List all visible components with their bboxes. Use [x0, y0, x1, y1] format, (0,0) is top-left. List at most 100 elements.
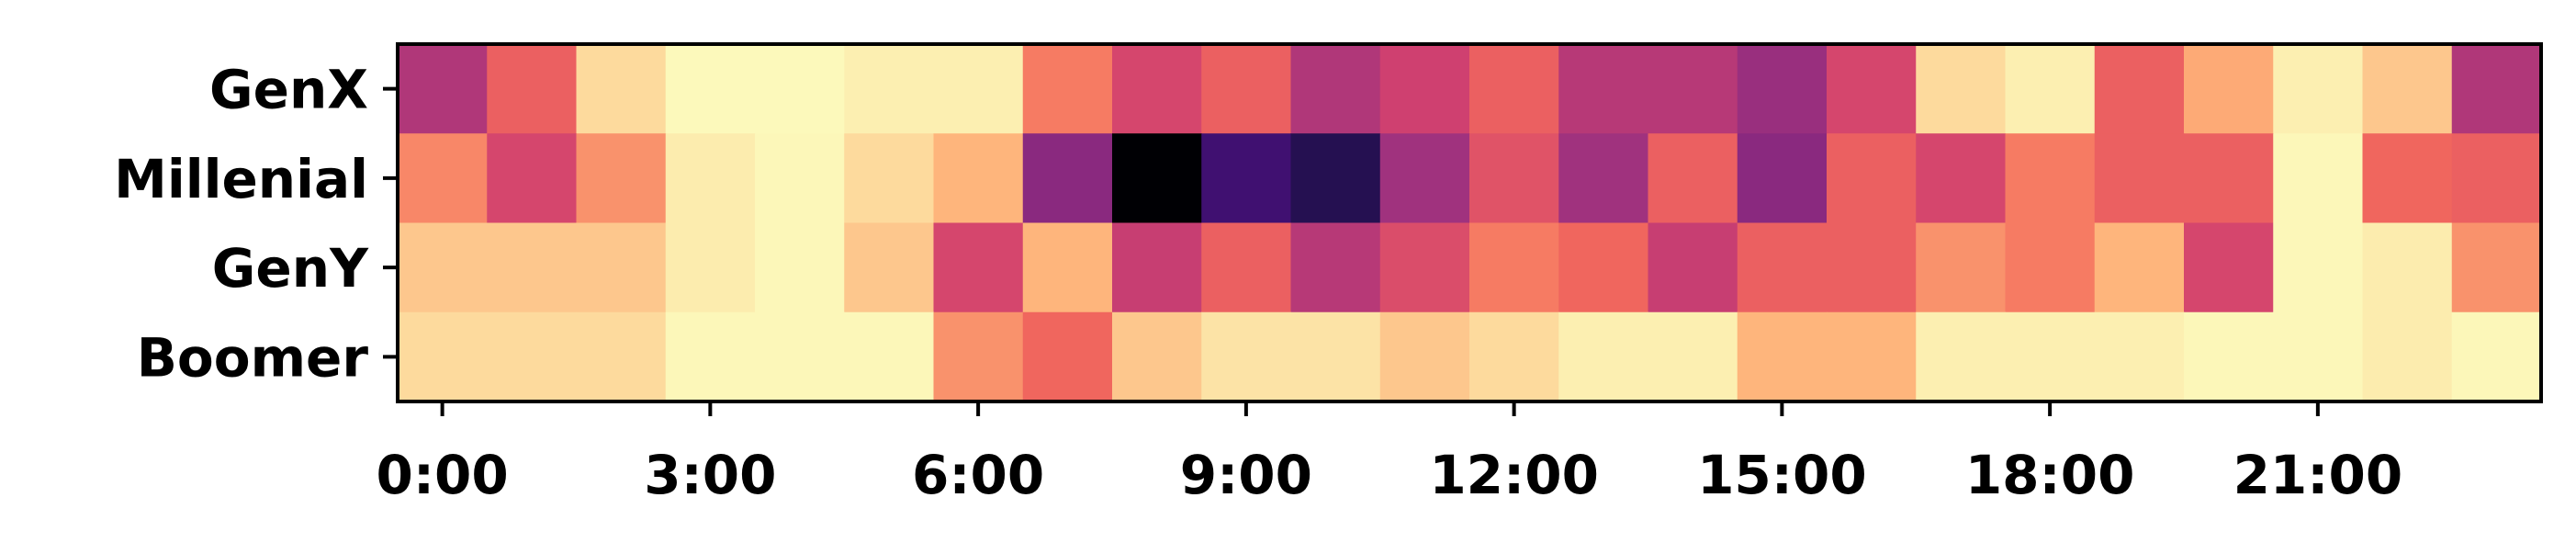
heatmap-cell-millenial-0	[398, 133, 488, 224]
heatmap-cell-geny-6	[933, 222, 1024, 313]
heatmap-cell-boomer-22	[2362, 311, 2453, 402]
heatmap-cell-genx-22	[2362, 44, 2453, 134]
y-tick-label: Boomer	[137, 326, 369, 389]
heatmap-cell-millenial-2	[576, 133, 667, 224]
heatmap-cell-boomer-17	[1916, 311, 2007, 402]
x-tick-label: 18:00	[1965, 444, 2135, 506]
heatmap-cell-geny-21	[2273, 222, 2364, 313]
heatmap-cell-millenial-9	[1201, 133, 1292, 224]
heatmap-cell-millenial-13	[1558, 133, 1649, 224]
heatmap-cell-millenial-7	[1022, 133, 1113, 224]
heatmap-cell-millenial-18	[2005, 133, 2096, 224]
heatmap-cell-boomer-0	[398, 311, 488, 402]
heatmap-cell-genx-2	[576, 44, 667, 134]
heatmap-cell-genx-19	[2094, 44, 2185, 134]
heatmap-cell-millenial-23	[2451, 133, 2542, 224]
heatmap-cell-millenial-3	[665, 133, 756, 224]
heatmap-cell-geny-17	[1916, 222, 2007, 313]
heatmap-cell-genx-14	[1648, 44, 1738, 134]
heatmap-cell-boomer-18	[2005, 311, 2096, 402]
heatmap-cell-boomer-7	[1022, 311, 1113, 402]
heatmap-cell-millenial-15	[1737, 133, 1828, 224]
heatmap-cell-geny-23	[2451, 222, 2542, 313]
y-tick-label: GenY	[212, 237, 369, 300]
x-tick-label: 12:00	[1429, 444, 1599, 506]
x-tick-label: 0:00	[376, 444, 508, 506]
x-axis: 0:00 3:00 6:00 9:00 12:00 15:00 18:00 21:00	[376, 401, 2402, 506]
heatmap-cell-genx-7	[1022, 44, 1113, 134]
heatmap-cell-boomer-1	[487, 311, 578, 402]
heatmap-cell-geny-19	[2094, 222, 2185, 313]
y-tick-label: Millenial	[114, 148, 368, 210]
heatmap-cell-geny-0	[398, 222, 488, 313]
heatmap-cell-millenial-5	[844, 133, 935, 224]
heatmap-cell-genx-13	[1558, 44, 1649, 134]
heatmap-cell-boomer-20	[2184, 311, 2274, 402]
plot-frame	[396, 42, 2543, 403]
heatmap-cells	[398, 44, 2542, 402]
heatmap-cell-genx-11	[1379, 44, 1470, 134]
heatmap-cell-geny-3	[665, 222, 756, 313]
heatmap-cell-genx-20	[2184, 44, 2274, 134]
heatmap-cell-millenial-11	[1379, 133, 1470, 224]
heatmap-cell-genx-9	[1201, 44, 1292, 134]
heatmap-cell-boomer-5	[844, 311, 935, 402]
heatmap-cell-millenial-14	[1648, 133, 1738, 224]
heatmap-cell-millenial-4	[755, 133, 845, 224]
heatmap-cell-boomer-19	[2094, 311, 2185, 402]
heatmap-cell-boomer-4	[755, 311, 845, 402]
heatmap-cell-geny-12	[1469, 222, 1559, 313]
x-tick-label: 21:00	[2233, 444, 2403, 506]
heatmap-cell-geny-15	[1737, 222, 1828, 313]
heatmap-cell-genx-21	[2273, 44, 2364, 134]
heatmap-cell-boomer-9	[1201, 311, 1292, 402]
heatmap-cell-geny-20	[2184, 222, 2274, 313]
heatmap-cell-boomer-2	[576, 311, 667, 402]
heatmap-cell-millenial-1	[487, 133, 578, 224]
heatmap-cell-millenial-17	[1916, 133, 2007, 224]
heatmap-cell-geny-10	[1290, 222, 1381, 313]
heatmap-cell-geny-14	[1648, 222, 1738, 313]
heatmap-cell-genx-1	[487, 44, 578, 134]
heatmap-cell-genx-23	[2451, 44, 2542, 134]
heatmap-cell-geny-4	[755, 222, 845, 313]
heatmap-cell-geny-16	[1827, 222, 1917, 313]
heatmap-cell-millenial-22	[2362, 133, 2453, 224]
heatmap-cell-geny-13	[1558, 222, 1649, 313]
heatmap-cell-genx-4	[755, 44, 845, 134]
heatmap-cell-boomer-3	[665, 311, 756, 402]
heatmap-cell-genx-10	[1290, 44, 1381, 134]
heatmap-cell-genx-6	[933, 44, 1024, 134]
heatmap-cell-geny-9	[1201, 222, 1292, 313]
y-axis: GenX Millenial GenY Boomer	[114, 59, 398, 389]
heatmap-cell-millenial-21	[2273, 133, 2364, 224]
heatmap-cell-geny-8	[1112, 222, 1202, 313]
y-tick-label: GenX	[209, 59, 368, 121]
heatmap-cell-geny-7	[1022, 222, 1113, 313]
heatmap-cell-boomer-14	[1648, 311, 1738, 402]
x-tick-label: 15:00	[1697, 444, 1867, 506]
x-tick-label: 6:00	[912, 444, 1044, 506]
heatmap-cell-genx-18	[2005, 44, 2096, 134]
heatmap-cell-boomer-16	[1827, 311, 1917, 402]
heatmap-cell-millenial-6	[933, 133, 1024, 224]
heatmap-cell-genx-3	[665, 44, 756, 134]
heatmap-cell-genx-5	[844, 44, 935, 134]
heatmap-cell-geny-18	[2005, 222, 2096, 313]
heatmap-cell-genx-17	[1916, 44, 2007, 134]
heatmap-cell-boomer-6	[933, 311, 1024, 402]
heatmap-cell-boomer-12	[1469, 311, 1559, 402]
heatmap-cell-boomer-23	[2451, 311, 2542, 402]
heatmap-cell-millenial-12	[1469, 133, 1559, 224]
heatmap-cell-boomer-13	[1558, 311, 1649, 402]
heatmap-cell-genx-8	[1112, 44, 1202, 134]
heatmap-cell-millenial-16	[1827, 133, 1917, 224]
heatmap-cell-boomer-11	[1379, 311, 1470, 402]
heatmap-cell-geny-5	[844, 222, 935, 313]
heatmap-cell-millenial-8	[1112, 133, 1202, 224]
heatmap-cell-genx-12	[1469, 44, 1559, 134]
heatmap-cell-genx-0	[398, 44, 488, 134]
x-tick-label: 3:00	[644, 444, 776, 506]
heatmap-cell-geny-1	[487, 222, 578, 313]
